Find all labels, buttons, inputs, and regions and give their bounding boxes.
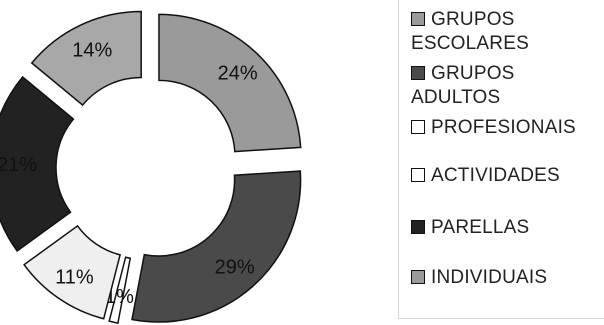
pie-slice-individuais	[30, 10, 142, 107]
legend-swatch	[411, 66, 425, 80]
legend-swatch	[411, 12, 425, 26]
legend-label: INDIVIDUAIS	[431, 267, 548, 288]
legend-item-individuais: INDIVIDUAIS	[411, 266, 601, 290]
pie-slice-parellas	[0, 75, 75, 253]
legend-swatch	[411, 220, 425, 234]
legend-label-line2: ADULTOS	[411, 87, 501, 108]
legend-label: GRUPOS	[431, 9, 515, 30]
legend-label: GRUPOS	[431, 63, 515, 84]
data-label-grupos-adultos: 29%	[215, 256, 255, 278]
data-label-individuais: 14%	[72, 39, 112, 61]
legend-item-grupos-escolares: GRUPOS ESCOLARES	[411, 8, 601, 56]
legend-item-parellas: PARELLAS	[411, 216, 601, 240]
chart-legend: GRUPOS ESCOLARES GRUPOS ADULTOS PROFESIO…	[398, 0, 604, 319]
legend-swatch	[411, 168, 425, 182]
legend-item-actividades: ACTIVIDADES	[411, 164, 601, 188]
legend-item-profesionais: PROFESIONAIS	[411, 116, 601, 140]
legend-label: ACTIVIDADES	[431, 165, 560, 186]
pie-slice-profesionais	[108, 256, 132, 324]
legend-item-grupos-adultos: GRUPOS ADULTOS	[411, 62, 601, 110]
legend-swatch	[411, 270, 425, 284]
data-label-profesionais: 1%	[105, 286, 134, 308]
donut-chart: 24% 29% 1% 11% 21% 14%	[0, 10, 302, 324]
legend-label: PROFESIONAIS	[431, 117, 576, 138]
pie-slice-grupos-escolares	[158, 13, 302, 153]
pie-slice-actividades	[23, 224, 122, 320]
data-label-actividades: 11%	[55, 266, 94, 288]
legend-label-line2: ESCOLARES	[411, 33, 529, 54]
data-label-grupos-escolares: 24%	[218, 63, 258, 85]
legend-label: PARELLAS	[431, 217, 530, 238]
legend-swatch	[411, 120, 425, 134]
pie-slice-grupos-adultos	[131, 170, 302, 323]
data-label-parellas: 21%	[0, 154, 37, 176]
